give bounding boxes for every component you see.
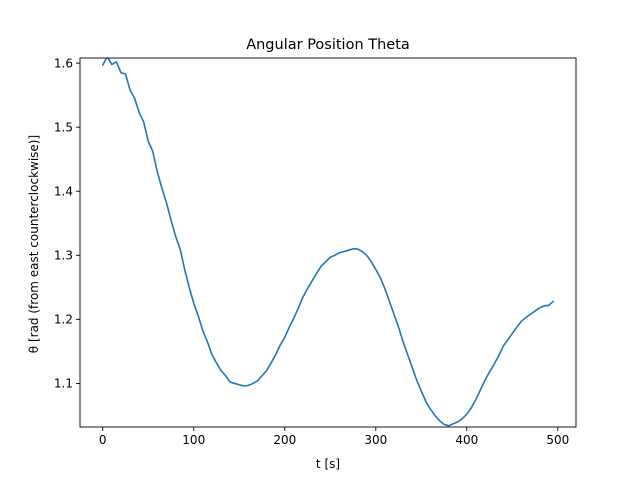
y-tick-label: 1.6	[54, 56, 73, 70]
chart-title: Angular Position Theta	[246, 37, 410, 53]
series-line-0	[101, 58, 555, 427]
x-tick-label: 500	[546, 433, 569, 447]
x-tick-label: 300	[364, 433, 387, 447]
y-tick-label: 1.1	[54, 377, 73, 391]
x-axis-label: t [s]	[316, 457, 340, 471]
x-tick-label: 400	[455, 433, 478, 447]
x-tick-label: 200	[273, 433, 296, 447]
y-tick-label: 1.5	[54, 120, 73, 134]
y-tick-label: 1.3	[54, 249, 73, 263]
y-axis-label: θ [rad (from east counterclockwise)]	[27, 135, 41, 353]
x-tick-label: 100	[182, 433, 205, 447]
axes-frame	[79, 57, 577, 428]
y-tick-label: 1.4	[54, 185, 73, 199]
y-tick-label: 1.2	[54, 313, 73, 327]
x-tick-label: 0	[99, 433, 107, 447]
plot-area: 0 100 200 300 400 500 1.1 1.2 1.3 1.4 1.5 1.6	[54, 56, 577, 447]
